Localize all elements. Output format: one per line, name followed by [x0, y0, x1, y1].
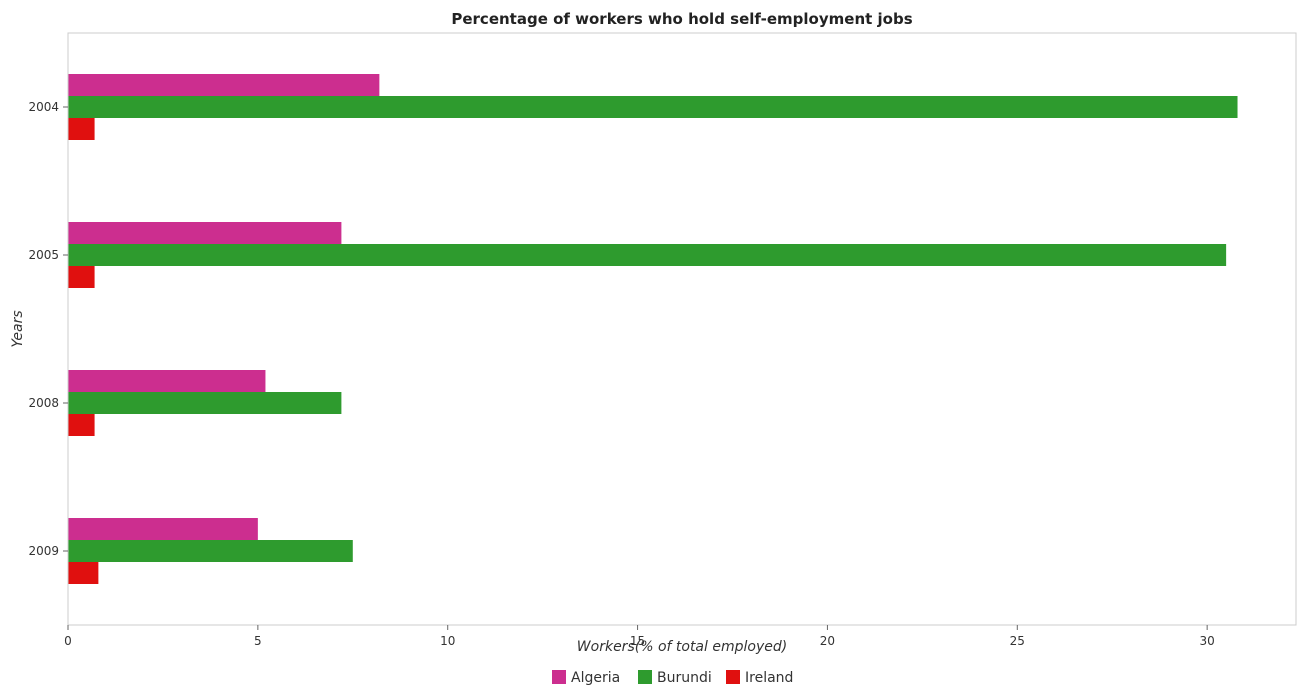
x-tick-label-5: 5 [254, 634, 262, 648]
bar-ireland-2004 [68, 118, 95, 140]
legend-swatch-algeria [552, 670, 566, 684]
x-tick-label-30: 30 [1200, 634, 1215, 648]
legend: Algeria Burundi Ireland [552, 670, 793, 686]
bars-group [68, 74, 1238, 584]
x-tick-label-10: 10 [440, 634, 455, 648]
legend-label-ireland: Ireland [745, 670, 793, 686]
x-tick-label-0: 0 [64, 634, 72, 648]
legend-label-algeria: Algeria [571, 670, 620, 686]
x-tick-label-15: 15 [630, 634, 645, 648]
legend-swatch-burundi [638, 670, 652, 684]
x-axis-ticks: 0 5 10 15 20 25 30 [64, 625, 1215, 648]
chart-title: Percentage of workers who hold self-empl… [451, 10, 912, 28]
bar-algeria-2005 [68, 222, 342, 244]
bar-ireland-2008 [68, 414, 95, 436]
bar-algeria-2004 [68, 74, 380, 96]
x-axis-label: Workers(% of total employed) [577, 639, 787, 655]
y-tick-label-2005: 2005 [28, 248, 59, 262]
y-tick-label-2008: 2008 [28, 396, 59, 410]
legend-label-burundi: Burundi [657, 670, 712, 686]
bar-algeria-2008 [68, 370, 266, 392]
bar-burundi-2005 [68, 244, 1227, 266]
bar-ireland-2009 [68, 562, 99, 584]
bar-burundi-2004 [68, 96, 1238, 118]
y-axis-label: Years [10, 310, 26, 347]
x-tick-label-25: 25 [1010, 634, 1025, 648]
y-axis-ticks: 2004 2005 2008 2009 [28, 100, 68, 558]
bar-algeria-2009 [68, 518, 258, 540]
x-tick-label-20: 20 [820, 634, 835, 648]
bar-ireland-2005 [68, 266, 95, 288]
y-tick-label-2004: 2004 [28, 100, 59, 114]
y-tick-label-2009: 2009 [28, 544, 59, 558]
bar-burundi-2009 [68, 540, 353, 562]
bar-burundi-2008 [68, 392, 342, 414]
legend-swatch-ireland [726, 670, 740, 684]
plot-area-frame [67, 32, 1297, 626]
